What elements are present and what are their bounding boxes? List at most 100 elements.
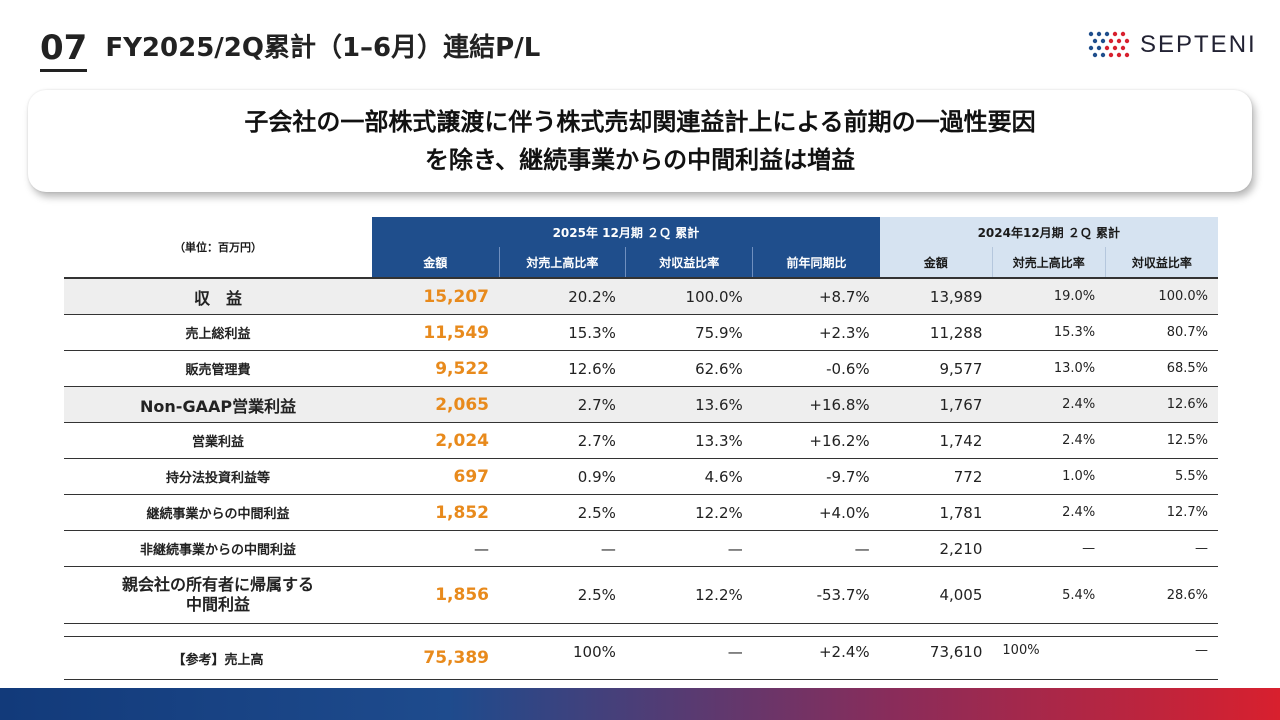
prev-revenue-ratio-cell: 5.5% (1105, 458, 1218, 495)
yoy-cell: +16.2% (752, 422, 880, 459)
col-header-revenue-ratio: 対収益比率 (625, 247, 753, 279)
row-label: 親会社の所有者に帰属する 中間利益 (64, 566, 373, 624)
prev-amount-cell: 1,767 (879, 386, 993, 423)
reference-row: 【参考】売上高 75,389 100% — +2.4% 73,610 100% … (64, 636, 1218, 680)
amount-cell: 75,389 (372, 636, 499, 680)
sales-ratio-cell: 2.5% (499, 494, 626, 531)
prev-amount-cell: 1,781 (879, 494, 993, 531)
sales-ratio-cell: 12.6% (499, 350, 626, 387)
row-label-line-1: 親会社の所有者に帰属する (122, 575, 315, 594)
prev-amount-cell: 73,610 (879, 636, 993, 680)
prev-sales-ratio-cell: 15.3% (992, 314, 1106, 351)
sales-ratio-cell: — (499, 530, 626, 567)
prev-amount-cell: 13,989 (879, 278, 993, 315)
revenue-ratio-cell: 62.6% (625, 350, 753, 387)
headline-callout: 子会社の一部株式譲渡に伴う株式売却関連益計上による前期の一過性要因 を除き、継続… (28, 90, 1252, 192)
prev-sales-ratio-cell: — (992, 530, 1106, 567)
callout-line-1: 子会社の一部株式譲渡に伴う株式売却関連益計上による前期の一過性要因 (244, 108, 1036, 136)
row-label: 収 益 (64, 278, 373, 315)
prev-revenue-ratio-cell: 68.5% (1105, 350, 1218, 387)
group-header-previous: 2024年12月期 ２Ｑ 累計 (879, 217, 1218, 247)
table-row: Non-GAAP営業利益 2,065 2.7% 13.6% +16.8% 1,7… (64, 386, 1218, 423)
sales-ratio-cell: 15.3% (499, 314, 626, 351)
title-bar: 07 FY2025/2Q累計（1–6月）連結P/L (40, 26, 540, 72)
prev-sales-ratio-cell: 2.4% (992, 422, 1106, 459)
table-row: 親会社の所有者に帰属する 中間利益 1,856 2.5% 12.2% -53.7%… (64, 566, 1218, 624)
table-row: 収 益 15,207 20.2% 100.0% +8.7% 13,989 19.… (64, 278, 1218, 315)
amount-cell: 2,065 (372, 386, 499, 423)
yoy-cell: — (752, 530, 880, 567)
prev-sales-ratio-cell: 13.0% (992, 350, 1106, 387)
sales-ratio-cell: 2.5% (499, 566, 626, 624)
yoy-cell: +16.8% (752, 386, 880, 423)
callout-line-2: を除き、継続事業からの中間利益は増益 (424, 146, 856, 174)
col-header-yoy: 前年同期比 (752, 247, 880, 279)
prev-revenue-ratio-cell: 12.6% (1105, 386, 1218, 423)
revenue-ratio-cell: 100.0% (625, 278, 753, 315)
prev-revenue-ratio-cell: — (1105, 530, 1218, 567)
sales-ratio-cell: 100% (499, 636, 626, 680)
amount-cell: 9,522 (372, 350, 499, 387)
prev-sales-ratio-cell: 19.0% (992, 278, 1106, 315)
revenue-ratio-cell: 13.3% (625, 422, 753, 459)
prev-sales-ratio-cell: 5.4% (992, 566, 1106, 624)
sales-ratio-cell: 0.9% (499, 458, 626, 495)
yoy-cell: +2.4% (752, 636, 880, 680)
row-label-line-2: 中間利益 (186, 595, 251, 614)
prev-sales-ratio-cell: 2.4% (992, 386, 1106, 423)
prev-revenue-ratio-cell: 28.6% (1105, 566, 1218, 624)
yoy-cell: +4.0% (752, 494, 880, 531)
amount-cell: 697 (372, 458, 499, 495)
logo-text: SEPTENI (1140, 31, 1257, 58)
table-row: 持分法投資利益等 697 0.9% 4.6% -9.7% 772 1.0% 5.… (64, 458, 1218, 495)
table-row: 販売管理費 9,522 12.6% 62.6% -0.6% 9,577 13.0… (64, 350, 1218, 387)
amount-cell: 2,024 (372, 422, 499, 459)
slide-number: 07 (40, 29, 88, 72)
table-row: 非継続事業からの中間利益 — — — — 2,210 — — (64, 530, 1218, 567)
row-label: 営業利益 (64, 422, 373, 459)
prev-amount-cell: 2,210 (879, 530, 993, 567)
footer-gradient-band (0, 688, 1280, 720)
table-spacer-row (64, 623, 1218, 637)
revenue-ratio-cell: — (625, 636, 753, 680)
prev-amount-cell: 4,005 (879, 566, 993, 624)
yoy-cell: +2.3% (752, 314, 880, 351)
yoy-cell: -53.7% (752, 566, 880, 624)
prev-revenue-ratio-cell: 12.5% (1105, 422, 1218, 459)
prev-revenue-ratio-cell: 100.0% (1105, 278, 1218, 315)
row-label: 販売管理費 (64, 350, 373, 387)
prev-sales-ratio-cell: 100% (992, 636, 1106, 680)
table-row: 売上総利益 11,549 15.3% 75.9% +2.3% 11,288 15… (64, 314, 1218, 351)
prev-revenue-ratio-cell: — (1105, 636, 1218, 680)
table-row: 営業利益 2,024 2.7% 13.3% +16.2% 1,742 2.4% … (64, 422, 1218, 459)
prev-sales-ratio-cell: 2.4% (992, 494, 1106, 531)
pl-table: （単位：百万円） 2025年 12月期 ２Ｑ 累計 2024年12月期 ２Ｑ 累… (64, 217, 1218, 680)
yoy-cell: -9.7% (752, 458, 880, 495)
unit-label: （単位：百万円） (64, 217, 373, 279)
prev-revenue-ratio-cell: 80.7% (1105, 314, 1218, 351)
septeni-logo: SEPTENI (1088, 30, 1257, 60)
amount-cell: 11,549 (372, 314, 499, 351)
page-title: FY2025/2Q累計（1–6月）連結P/L (105, 33, 541, 63)
prev-amount-cell: 772 (879, 458, 993, 495)
prev-revenue-ratio-cell: 12.7% (1105, 494, 1218, 531)
col-header-amount: 金額 (372, 247, 499, 279)
row-label: 持分法投資利益等 (64, 458, 373, 495)
amount-cell: 1,856 (372, 566, 499, 624)
sales-ratio-cell: 2.7% (499, 386, 626, 423)
sales-ratio-cell: 20.2% (499, 278, 626, 315)
row-label: 非継続事業からの中間利益 (64, 530, 373, 567)
sales-ratio-cell: 2.7% (499, 422, 626, 459)
row-label: Non-GAAP営業利益 (64, 386, 373, 423)
table-row: 継続事業からの中間利益 1,852 2.5% 12.2% +4.0% 1,781… (64, 494, 1218, 531)
col-header-prev-amount: 金額 (879, 247, 993, 279)
prev-amount-cell: 11,288 (879, 314, 993, 351)
row-label: 【参考】売上高 (64, 636, 373, 680)
col-header-sales-ratio: 対売上高比率 (498, 247, 626, 279)
group-header-current: 2025年 12月期 ２Ｑ 累計 (372, 217, 880, 247)
yoy-cell: +8.7% (752, 278, 880, 315)
revenue-ratio-cell: 12.2% (625, 566, 753, 624)
prev-sales-ratio-cell: 1.0% (992, 458, 1106, 495)
amount-cell: 1,852 (372, 494, 499, 531)
col-header-prev-revenue-ratio: 対収益比率 (1104, 247, 1218, 279)
